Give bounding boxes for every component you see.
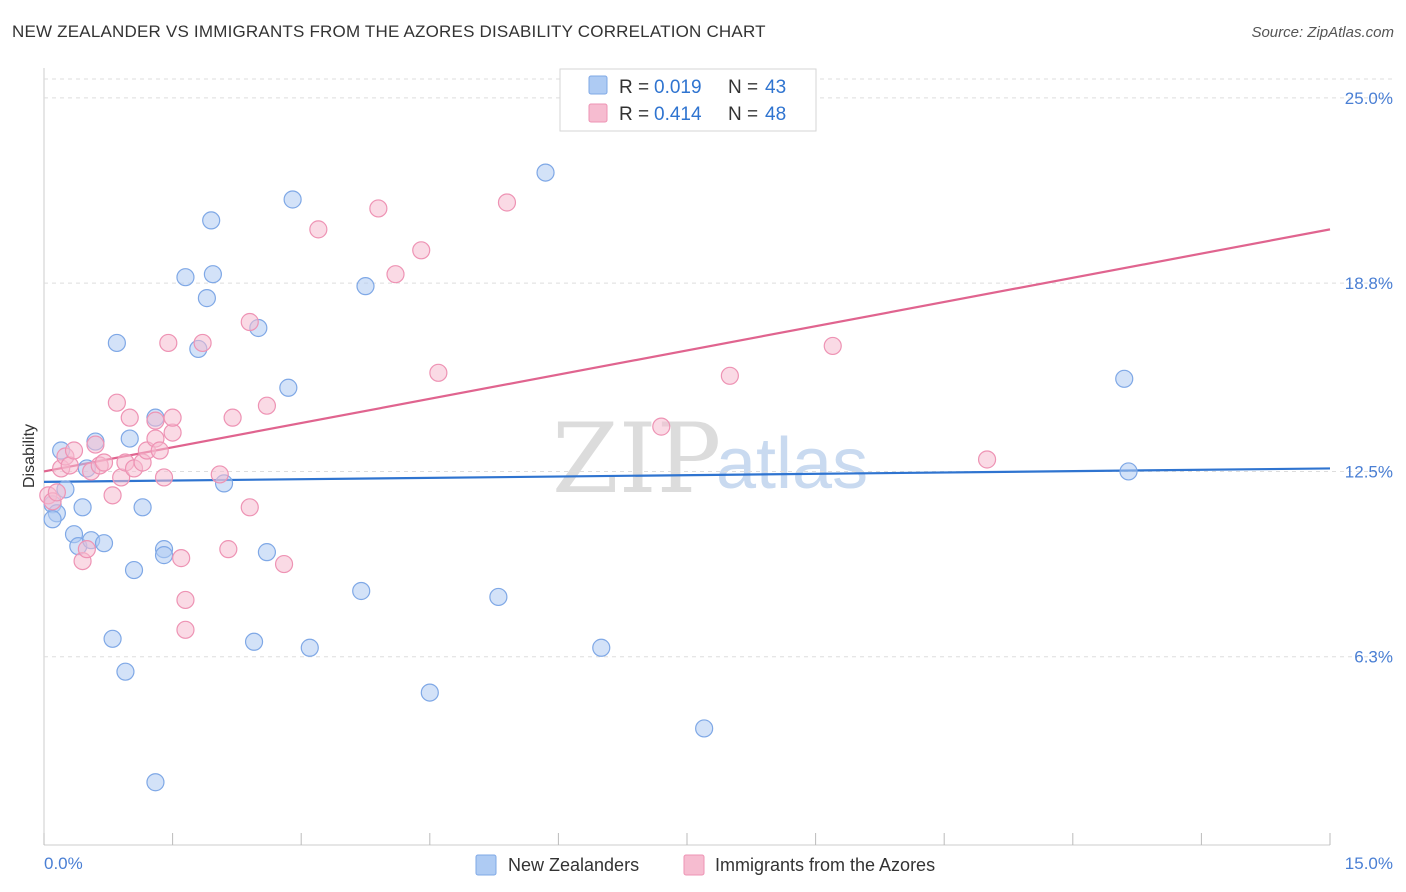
y-tick-label: 6.3% xyxy=(1354,648,1393,667)
point-new-zealander xyxy=(120,429,139,448)
bottom-legend-label-azores[interactable]: Immigrants from the Azores xyxy=(715,855,935,875)
point-new-zealander xyxy=(283,190,302,209)
point-new-zealander xyxy=(103,629,122,648)
point-new-zealander xyxy=(43,510,62,529)
y-tick-label: 25.0% xyxy=(1345,89,1393,108)
legend-n-label-1: N = xyxy=(728,77,758,98)
point-azores xyxy=(386,265,405,284)
point-azores xyxy=(47,483,66,502)
point-new-zealander xyxy=(1115,369,1134,388)
point-new-zealander xyxy=(197,289,216,308)
point-azores xyxy=(172,549,191,568)
point-azores xyxy=(257,396,277,415)
point-azores xyxy=(240,498,259,517)
point-new-zealander xyxy=(116,662,135,681)
legend-n-value-2: 48 xyxy=(765,104,786,125)
point-new-zealander xyxy=(489,587,508,607)
point-azores xyxy=(274,554,294,574)
point-new-zealander xyxy=(592,638,611,657)
point-azores xyxy=(163,408,182,427)
point-new-zealander xyxy=(695,719,714,738)
point-azores xyxy=(652,417,671,436)
point-new-zealander xyxy=(536,163,555,182)
bottom-legend-label-new-zealanders[interactable]: New Zealanders xyxy=(508,855,639,875)
legend-swatch-blue xyxy=(588,75,608,95)
point-new-zealander xyxy=(300,638,319,657)
legend-swatch-pink xyxy=(588,103,608,123)
point-new-zealander xyxy=(154,546,174,565)
point-azores xyxy=(240,312,259,332)
point-azores xyxy=(64,441,84,460)
y-tick-label: 12.5% xyxy=(1345,462,1393,481)
source-credit: Source: ZipAtlas.com xyxy=(1251,24,1394,41)
point-azores xyxy=(60,456,79,475)
legend-n-label-2: N = xyxy=(728,104,758,125)
point-azores xyxy=(210,465,229,484)
bottom-legend-swatch-pink[interactable] xyxy=(683,854,705,876)
watermark-zip: ZIP xyxy=(552,403,721,515)
point-azores xyxy=(77,540,96,559)
point-new-zealander xyxy=(94,534,114,553)
point-azores xyxy=(497,193,517,212)
point-new-zealander xyxy=(176,268,195,287)
point-new-zealander xyxy=(279,378,298,397)
legend-r-label-2: R = xyxy=(619,104,649,125)
x-tick-label-max: 15.0% xyxy=(1345,854,1393,873)
point-azores xyxy=(120,408,139,427)
point-azores xyxy=(219,540,238,559)
point-azores xyxy=(154,468,174,487)
point-azores xyxy=(223,408,242,427)
point-azores xyxy=(146,411,165,430)
point-azores xyxy=(176,590,195,610)
legend-r-label-1: R = xyxy=(619,77,649,98)
point-azores xyxy=(429,363,448,382)
point-new-zealander xyxy=(73,498,92,517)
series-legend: New Zealanders Immigrants from the Azore… xyxy=(475,854,935,876)
point-azores xyxy=(412,241,431,260)
point-new-zealander xyxy=(1119,462,1138,481)
point-azores xyxy=(720,366,739,385)
point-azores xyxy=(94,453,114,472)
trend-line-new-zealanders xyxy=(43,467,1331,484)
point-azores xyxy=(159,333,178,353)
chart-title: NEW ZEALANDER VS IMMIGRANTS FROM THE AZO… xyxy=(12,22,766,41)
legend-r-value-1: 0.019 xyxy=(654,77,702,98)
point-azores xyxy=(309,220,328,239)
point-azores xyxy=(150,441,169,460)
x-tick-label-min: 0.0% xyxy=(44,854,83,873)
point-new-zealander xyxy=(203,265,222,284)
watermark-atlas: atlas xyxy=(716,424,868,504)
point-azores xyxy=(369,199,388,218)
point-new-zealander xyxy=(244,632,264,651)
point-azores xyxy=(86,435,105,454)
point-azores xyxy=(103,486,122,505)
point-new-zealander xyxy=(202,211,221,230)
point-azores xyxy=(107,393,126,412)
point-new-zealander xyxy=(257,543,277,562)
point-azores xyxy=(977,450,997,469)
point-azores xyxy=(193,333,212,353)
point-azores xyxy=(823,336,842,356)
point-new-zealander xyxy=(352,581,371,601)
legend-n-value-1: 43 xyxy=(765,77,786,98)
y-tick-label: 18.8% xyxy=(1345,274,1393,293)
point-new-zealander xyxy=(124,560,144,580)
bottom-legend-swatch-blue[interactable] xyxy=(475,854,497,876)
point-azores xyxy=(176,620,195,639)
point-new-zealander xyxy=(356,277,375,296)
point-new-zealander xyxy=(133,498,152,517)
trend-line-azores xyxy=(43,228,1331,473)
point-new-zealander xyxy=(107,333,126,353)
point-new-zealander xyxy=(420,683,439,702)
point-new-zealander xyxy=(146,773,165,792)
y-axis-label: Disability xyxy=(21,424,38,488)
stats-legend: R = 0.019 N = 43 R = 0.414 N = 48 xyxy=(559,68,817,132)
legend-r-value-2: 0.414 xyxy=(654,104,702,125)
